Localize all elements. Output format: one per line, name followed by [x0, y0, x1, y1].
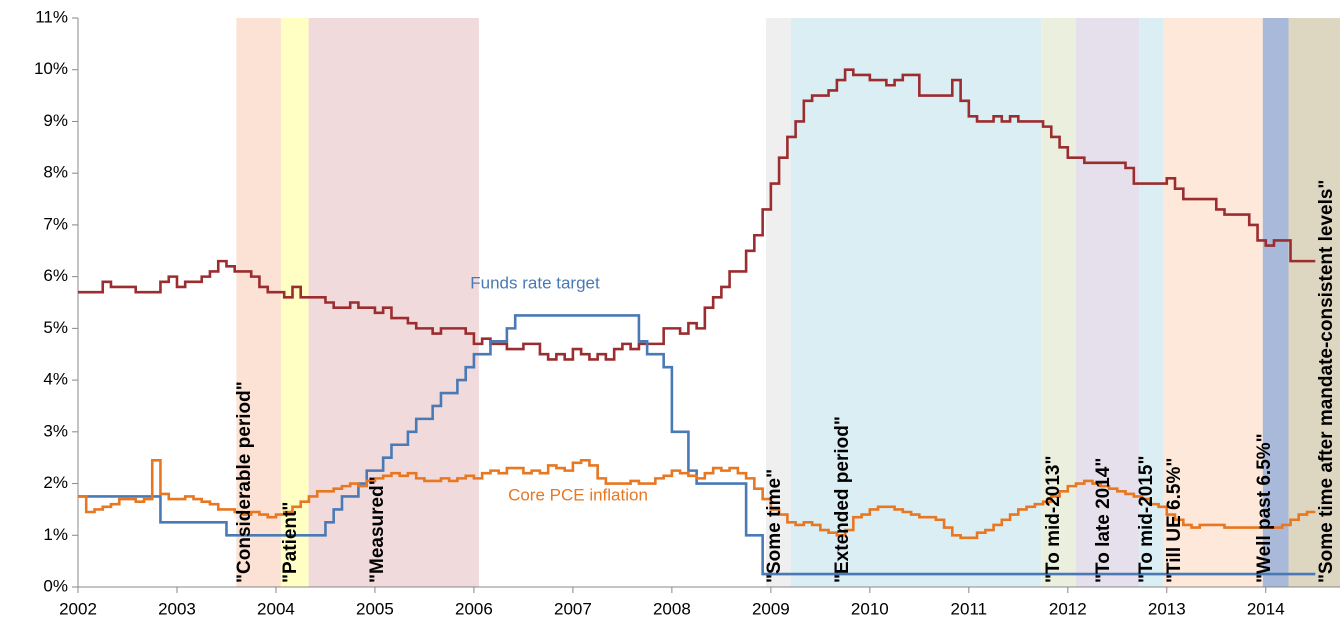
period-label: "To mid-2015"	[1136, 456, 1157, 583]
x-tick-label: 2010	[851, 599, 889, 618]
guidance-period	[1163, 18, 1263, 587]
x-tick-label: 2008	[653, 599, 691, 618]
guidance-period	[308, 18, 479, 587]
period-label: "To mid-2013"	[1043, 456, 1064, 583]
period-label: "Well past 6.5%"	[1254, 433, 1275, 583]
series-line	[78, 458, 1316, 540]
x-tick-label: 2005	[356, 599, 394, 618]
period-label: "To late 2014"	[1093, 458, 1114, 583]
guidance-period	[790, 18, 1042, 587]
period-label: "Some time after mandate-consistent leve…	[1316, 180, 1337, 583]
guidance-period	[1139, 18, 1164, 587]
y-tick-label: 6%	[43, 266, 68, 285]
guidance-period	[1262, 18, 1289, 587]
x-tick-label: 2003	[158, 599, 196, 618]
y-tick-label: 10%	[34, 59, 68, 78]
guidance-period	[236, 18, 281, 587]
y-tick-label: 8%	[43, 163, 68, 182]
y-tick-label: 2%	[43, 473, 68, 492]
x-tick-label: 2012	[1049, 599, 1087, 618]
y-tick-label: 9%	[43, 111, 68, 130]
x-tick-label: 2006	[455, 599, 493, 618]
y-tick-label: 7%	[43, 214, 68, 233]
period-label: "Extended period"	[832, 416, 853, 583]
series-line	[78, 314, 1316, 576]
guidance-period	[1075, 18, 1140, 587]
period-label: "Considerable period"	[234, 381, 255, 583]
x-tick-label: 2011	[951, 599, 988, 618]
period-label: "Measured"	[367, 476, 388, 583]
x-tick-label: 2004	[257, 599, 295, 618]
period-label: "Till UE 6.5%"	[1164, 458, 1185, 583]
period-label: "Patient"	[280, 502, 301, 583]
x-tick-label: 2013	[1148, 599, 1186, 618]
series-label: Core PCE inflation	[508, 485, 648, 504]
guidance-period	[280, 18, 309, 587]
period-label: "Some time"	[764, 469, 785, 583]
y-tick-label: 3%	[43, 421, 68, 440]
series-line	[78, 68, 1316, 361]
series-label: Funds rate target	[470, 273, 600, 292]
y-tick-label: 5%	[43, 318, 68, 337]
x-tick-label: 2014	[1247, 599, 1285, 618]
x-tick-label: 2002	[59, 599, 97, 618]
guidance-period	[1288, 18, 1340, 587]
y-tick-label: 4%	[43, 370, 68, 389]
x-tick-label: 2007	[554, 599, 592, 618]
x-tick-label: 2009	[752, 599, 790, 618]
y-tick-label: 1%	[43, 525, 68, 544]
y-tick-label: 11%	[35, 7, 68, 26]
guidance-period	[765, 18, 791, 587]
y-tick-label: 0%	[43, 576, 68, 595]
